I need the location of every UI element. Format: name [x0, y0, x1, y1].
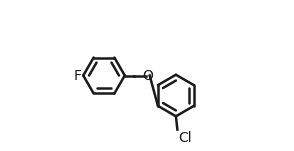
Text: Cl: Cl: [178, 131, 192, 145]
Text: O: O: [142, 69, 153, 82]
Text: F: F: [74, 69, 82, 82]
